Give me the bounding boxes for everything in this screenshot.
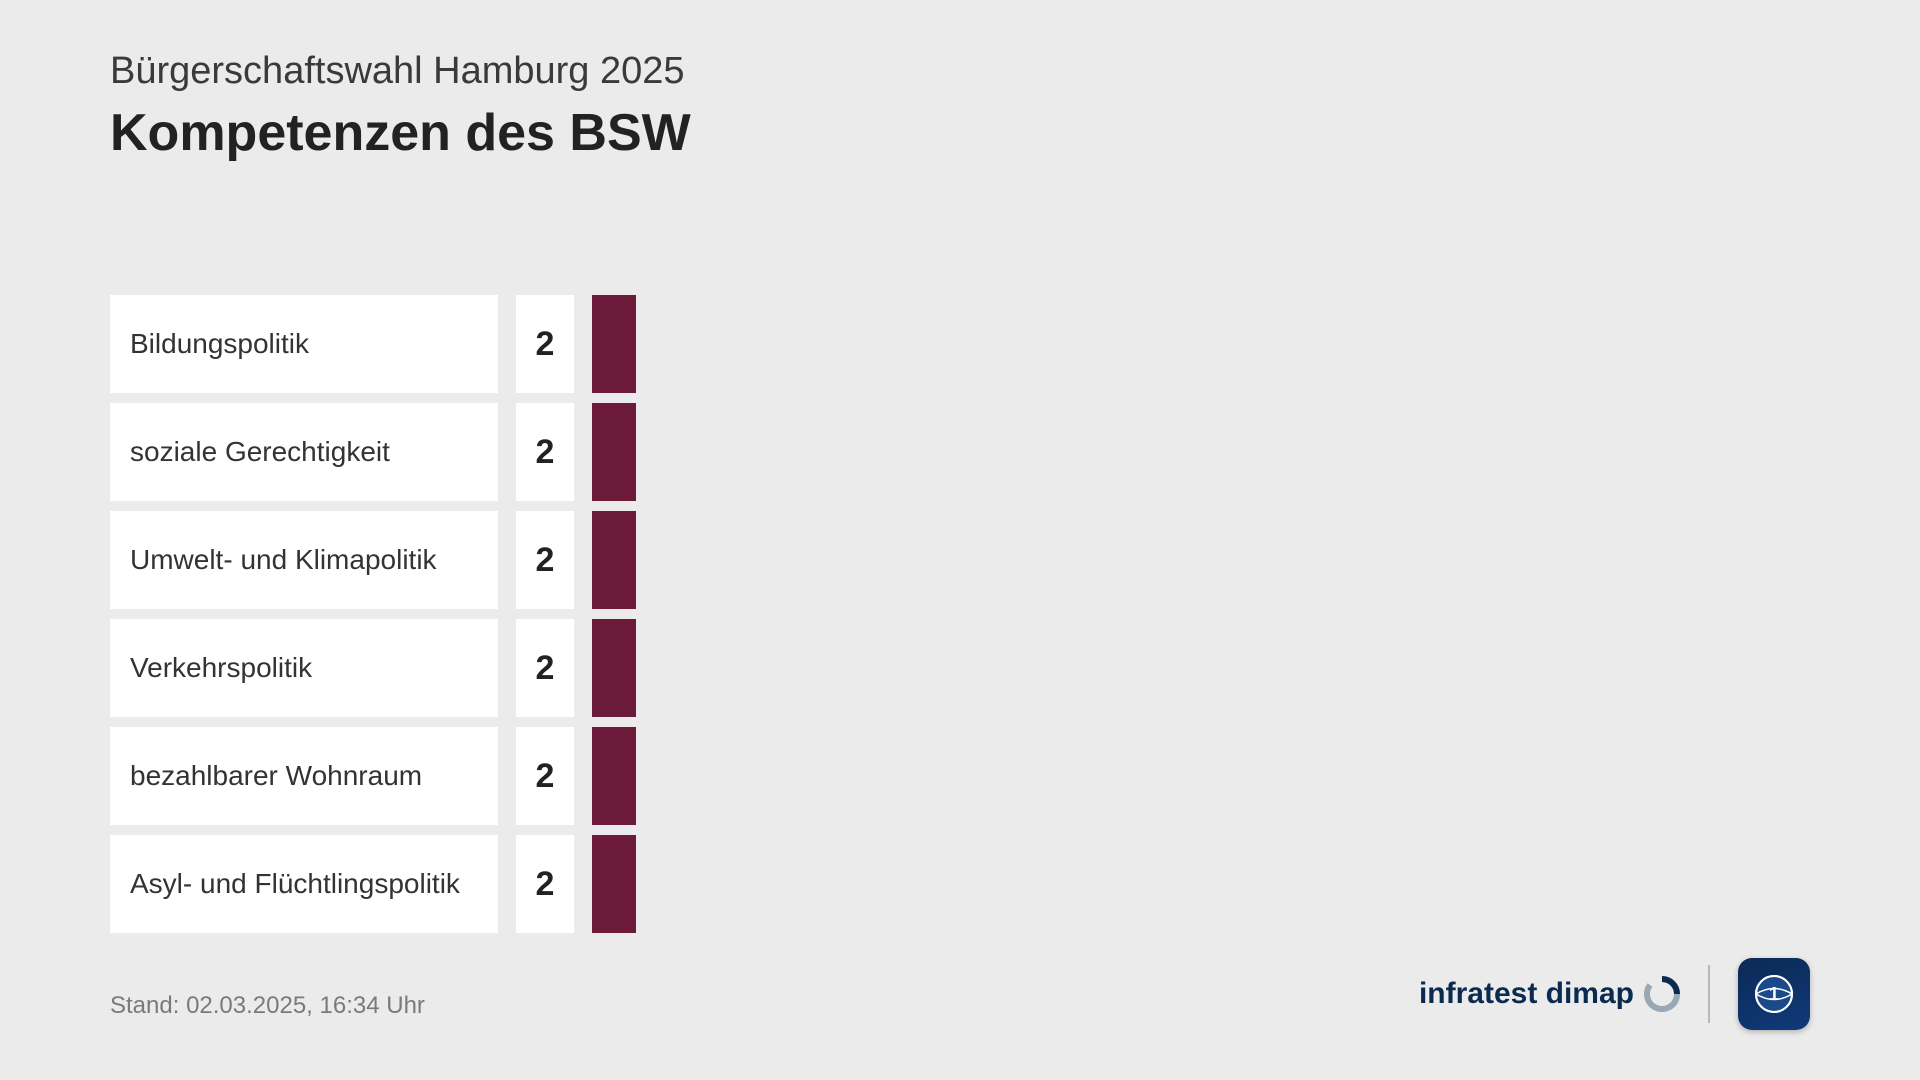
- row-label: Umwelt- und Klimapolitik: [110, 511, 498, 609]
- row-label: soziale Gerechtigkeit: [110, 403, 498, 501]
- footer-timestamp: Stand: 02.03.2025, 16:34 Uhr: [110, 992, 425, 1020]
- logo-group: infratest dimap 1: [1419, 958, 1810, 1030]
- dimap-icon: [1644, 976, 1680, 1012]
- row-value: 2: [516, 835, 574, 933]
- row-value: 2: [516, 295, 574, 393]
- infratest-dimap-logo: infratest dimap: [1419, 976, 1680, 1012]
- chart-row: bezahlbarer Wohnraum2: [110, 727, 636, 825]
- row-bar: [592, 619, 636, 717]
- row-bar: [592, 295, 636, 393]
- row-label: Asyl- und Flüchtlingspolitik: [110, 835, 498, 933]
- chart-row: soziale Gerechtigkeit2: [110, 403, 636, 501]
- row-bar: [592, 835, 636, 933]
- bar-chart: Bildungspolitik2soziale Gerechtigkeit2Um…: [110, 295, 636, 943]
- chart-header: Bürgerschaftswahl Hamburg 2025 Kompetenz…: [110, 50, 691, 163]
- row-bar: [592, 403, 636, 501]
- row-label: Bildungspolitik: [110, 295, 498, 393]
- row-value: 2: [516, 727, 574, 825]
- row-value: 2: [516, 511, 574, 609]
- row-value: 2: [516, 619, 574, 717]
- stand-label: Stand:: [110, 992, 186, 1019]
- chart-subtitle: Bürgerschaftswahl Hamburg 2025: [110, 50, 691, 93]
- row-bar: [592, 511, 636, 609]
- chart-title: Kompetenzen des BSW: [110, 103, 691, 163]
- row-label: bezahlbarer Wohnraum: [110, 727, 498, 825]
- logo-divider: [1708, 965, 1710, 1023]
- row-label: Verkehrspolitik: [110, 619, 498, 717]
- chart-row: Verkehrspolitik2: [110, 619, 636, 717]
- chart-row: Bildungspolitik2: [110, 295, 636, 393]
- ard-logo: 1: [1738, 958, 1810, 1030]
- chart-row: Asyl- und Flüchtlingspolitik2: [110, 835, 636, 933]
- row-bar: [592, 727, 636, 825]
- chart-row: Umwelt- und Klimapolitik2: [110, 511, 636, 609]
- stand-value: 02.03.2025, 16:34 Uhr: [186, 992, 425, 1019]
- row-value: 2: [516, 403, 574, 501]
- svg-text:1: 1: [1769, 984, 1779, 1004]
- dimap-text: infratest dimap: [1419, 977, 1634, 1011]
- ard-globe-icon: 1: [1751, 971, 1797, 1017]
